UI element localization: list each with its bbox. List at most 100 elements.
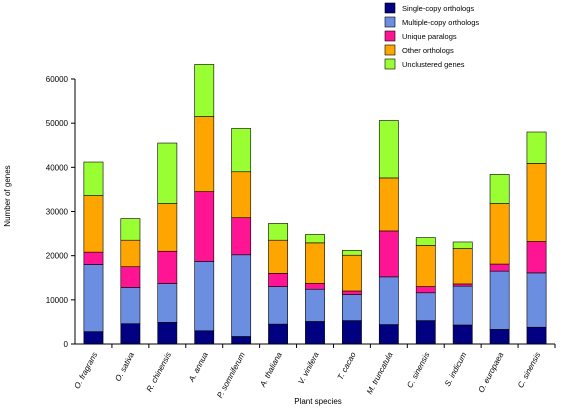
bar-segment bbox=[268, 286, 288, 325]
bar-segment bbox=[342, 320, 362, 345]
bar-segment bbox=[526, 326, 547, 345]
bar-segment bbox=[231, 336, 252, 345]
legend-label: Multiple-copy orthologs bbox=[402, 18, 479, 27]
x-tick-label: C. sinensis bbox=[405, 351, 431, 390]
legend-label: Unique paralogs bbox=[402, 32, 457, 41]
bar-segment bbox=[415, 292, 436, 321]
x-tick-label: R. chinensis bbox=[145, 351, 173, 394]
bar-segment bbox=[452, 283, 473, 287]
bar-segment bbox=[268, 223, 288, 241]
bar-segment bbox=[378, 230, 399, 278]
bar-segment bbox=[194, 191, 215, 262]
bar-segment bbox=[268, 323, 288, 345]
legend-swatch bbox=[384, 30, 396, 42]
bar-segment bbox=[83, 264, 104, 332]
bar-segment bbox=[157, 322, 178, 345]
bar-segment bbox=[157, 142, 178, 204]
bar-segment bbox=[305, 283, 325, 290]
bar-segment bbox=[489, 174, 510, 204]
bar-segment bbox=[157, 250, 178, 284]
y-tick-label: 0 bbox=[64, 340, 69, 349]
bar-segment bbox=[231, 128, 252, 173]
bar-segment bbox=[378, 276, 399, 325]
bar-segment bbox=[194, 261, 215, 332]
x-ticks-group: O. fragrans O. sativa R. chinensis A. annua… bbox=[72, 344, 556, 400]
bar-segment bbox=[231, 171, 252, 218]
bar-segment bbox=[378, 120, 399, 179]
bar-segment bbox=[120, 239, 141, 268]
bar-segment bbox=[120, 218, 141, 241]
y-tick-label: 50000 bbox=[46, 119, 69, 128]
bar-segment bbox=[268, 239, 288, 274]
bar-segment bbox=[305, 242, 325, 284]
x-tick-label: O. europaea bbox=[477, 350, 506, 394]
x-tick-label: T. cacao bbox=[336, 350, 358, 381]
bar-segment bbox=[489, 203, 510, 265]
bar-segment bbox=[268, 273, 288, 287]
bar-segment bbox=[83, 195, 104, 253]
bar-segment bbox=[415, 237, 436, 246]
bar-segment bbox=[342, 250, 362, 256]
bar-segment bbox=[83, 251, 104, 265]
bar-segment bbox=[452, 248, 473, 285]
bar-segment bbox=[194, 64, 215, 117]
legend-swatch bbox=[384, 2, 396, 14]
bar-segment bbox=[526, 272, 547, 328]
bar-segment bbox=[452, 285, 473, 326]
bar-segment bbox=[342, 294, 362, 321]
legend-label: Other orthologs bbox=[402, 46, 454, 55]
y-tick-label: 20000 bbox=[46, 252, 69, 261]
bar-segment bbox=[526, 163, 547, 242]
bar-segment bbox=[120, 266, 141, 288]
bar-segment bbox=[489, 270, 510, 330]
legend-swatch bbox=[384, 58, 396, 70]
bar-segment bbox=[231, 254, 252, 337]
y-ticks-group: 0 10000 20000 30000 40000 50000 60000 bbox=[46, 75, 75, 349]
x-tick-label: A. thaliana bbox=[258, 350, 284, 389]
y-tick-label: 10000 bbox=[46, 296, 69, 305]
legend-label: Single-copy orthologs bbox=[402, 4, 474, 13]
bar-segment bbox=[415, 245, 436, 287]
bar-segment bbox=[415, 320, 436, 345]
bar-segment bbox=[452, 241, 473, 249]
bar-segment bbox=[489, 263, 510, 272]
bar-segment bbox=[526, 131, 547, 164]
bar-segment bbox=[305, 234, 325, 244]
bar-segment bbox=[305, 288, 325, 322]
x-axis-label: Plant species bbox=[294, 397, 342, 406]
bar-segment bbox=[489, 329, 510, 345]
x-tick-label: A. annua bbox=[187, 350, 211, 384]
bars-group bbox=[83, 64, 547, 345]
x-tick-label: P. somniferum bbox=[215, 350, 247, 399]
x-tick-label: O. fragrans bbox=[72, 351, 99, 391]
bar-segment bbox=[342, 290, 362, 295]
x-tick-label: O. sativa bbox=[113, 350, 136, 383]
y-axis-label: Number of genes bbox=[3, 165, 12, 226]
legend-label: Unclustered genes bbox=[402, 60, 465, 69]
bar-segment bbox=[231, 217, 252, 256]
bar-segment bbox=[378, 324, 399, 345]
x-tick-label: V. vinifera bbox=[296, 350, 321, 386]
bar-segment bbox=[194, 116, 215, 192]
y-tick-label: 60000 bbox=[46, 75, 69, 84]
legend: Single-copy orthologs Multiple-copy ortho… bbox=[384, 2, 479, 70]
bar-segment bbox=[526, 241, 547, 274]
bar-segment bbox=[452, 324, 473, 345]
bar-segment bbox=[157, 283, 178, 323]
y-tick-label: 30000 bbox=[46, 208, 69, 217]
bar-segment bbox=[194, 330, 215, 345]
bar-segment bbox=[378, 177, 399, 232]
x-tick-label: C. sinensis bbox=[516, 351, 542, 390]
bar-segment bbox=[342, 254, 362, 292]
x-tick-label: S. indicum bbox=[443, 350, 469, 387]
bar-segment bbox=[83, 331, 104, 345]
bar-segment bbox=[157, 203, 178, 252]
bar-segment bbox=[305, 321, 325, 345]
bar-segment bbox=[120, 323, 141, 345]
bar-segment bbox=[83, 161, 104, 196]
bar-segment bbox=[120, 287, 141, 324]
legend-swatch bbox=[384, 44, 396, 56]
legend-swatch bbox=[384, 16, 396, 28]
y-tick-label: 40000 bbox=[46, 163, 69, 172]
